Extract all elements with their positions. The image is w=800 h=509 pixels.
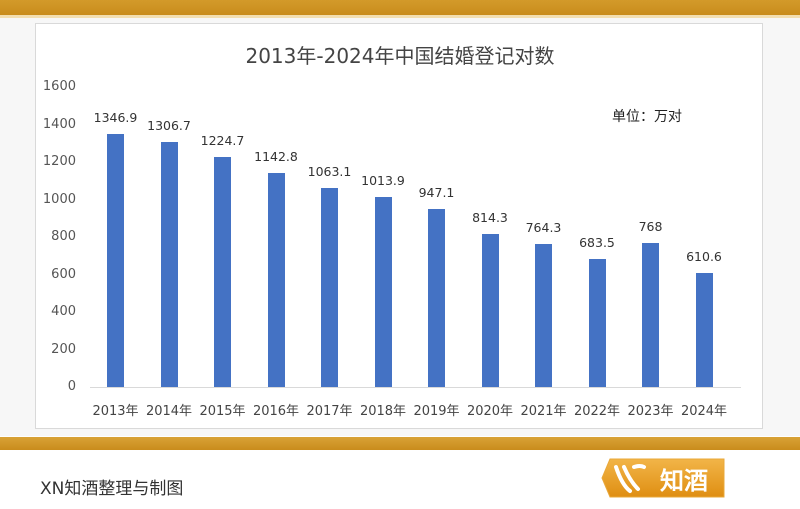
x-tick-label: 2018年 [359,404,407,419]
top-decorative-band [0,0,800,15]
bar [588,258,606,387]
bar-value-label: 1063.1 [307,163,352,179]
x-tick-label: 2017年 [306,404,353,419]
chart-title: 2013年-2024年中国结婚登记对数 [245,44,555,68]
bar [214,157,231,387]
y-tick-label: 200 [51,341,76,357]
y-tick-label: 1600 [42,79,76,94]
bar-value-label: 947.1 [418,185,455,201]
bar-value-label: 683.5 [579,234,615,250]
x-tick-label: 2014年 [145,404,193,419]
bar [267,172,285,387]
bar [535,243,552,387]
x-tick-label: 2013年 [92,404,139,419]
unit-label: 单位：万对 [612,109,682,125]
bar-value-label: 1224.7 [200,133,245,149]
bar [160,141,178,387]
x-tick-label: 2021年 [520,404,567,419]
x-tick-label: 2016年 [252,404,300,419]
bar [321,187,338,387]
x-tick-label: 2019年 [413,404,460,419]
y-tick-label: 1200 [42,154,76,169]
bar [107,134,124,387]
x-tick-label: 2024年 [680,404,728,419]
bar-value-label: 610.6 [686,248,722,264]
x-tick-label: 2015年 [199,404,246,419]
y-tick-label: 0 [67,379,76,394]
y-tick-label: 800 [51,229,76,244]
bar-value-label: 768 [638,219,663,234]
y-tick-label: 600 [51,266,76,282]
top-band-highlight [0,15,800,18]
logo-text: 知酒 [660,467,708,495]
bar [374,196,392,387]
bar-value-label: 1013.9 [361,172,405,188]
bar-value-label: 814.3 [472,210,508,226]
credit-text: XN知酒整理与制图 [40,479,184,499]
x-tick-label: 2023年 [627,404,674,419]
bar-value-label: 1306.7 [147,117,191,133]
x-tick-label: 2022年 [573,404,621,419]
x-axis-line [90,387,741,388]
y-tick-label: 1000 [42,191,76,207]
bar [695,272,713,387]
zhijiu-logo: 知酒 [601,458,725,498]
bar-value-label: 764.3 [525,219,562,235]
bar-value-label: 1142.8 [254,148,298,164]
chart-card [35,23,763,429]
bar-value-label: 1346.9 [93,110,138,126]
y-tick-label: 1400 [42,116,76,132]
bottom-decorative-band [0,437,800,450]
x-tick-label: 2020年 [466,404,514,419]
bar [428,209,445,387]
bar [481,234,499,387]
y-tick-label: 400 [51,304,76,319]
bar [642,243,659,387]
